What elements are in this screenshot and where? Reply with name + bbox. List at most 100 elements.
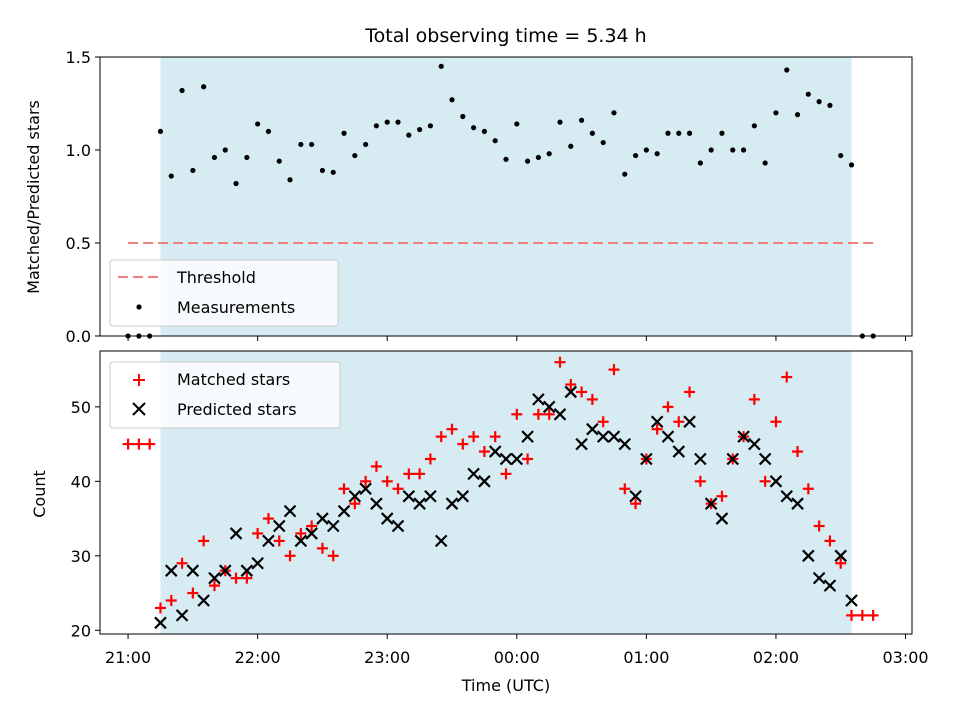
predicted-star-point — [316, 512, 329, 525]
predicted-star-point — [532, 393, 545, 406]
matched-star-point — [522, 453, 534, 465]
predicted-star-point — [704, 497, 718, 510]
matched-star-point — [802, 483, 814, 495]
bottom-legend-box — [109, 361, 341, 429]
measurement-point — [222, 147, 228, 153]
measurement-point — [298, 141, 304, 148]
predicted-star-point — [715, 512, 729, 525]
measurement-point — [330, 169, 336, 175]
bottom-x-tick-label: 03:00 — [882, 648, 928, 667]
measurement-point — [697, 160, 703, 166]
matched-star-point — [349, 498, 361, 510]
measurement-point — [578, 117, 585, 123]
measurement-point — [794, 112, 801, 118]
measurement-point — [535, 154, 541, 161]
predicted-star-point — [445, 497, 459, 510]
measurement-point — [255, 121, 261, 127]
predicted-star-point — [802, 549, 815, 563]
measurement-point — [632, 152, 639, 159]
bottom-panel: 20 30 40 50 21:00 22:00 23:00 00:00 01:00 02:00 0… — [30, 350, 929, 695]
bottom-legend: Matched stars Predicted stars — [109, 361, 341, 429]
matched-star-point — [846, 609, 858, 621]
measurement-point — [384, 119, 390, 125]
predicted-star-point — [380, 512, 394, 525]
predicted-star-point — [542, 400, 556, 414]
bottom-x-tick-label: 01:00 — [623, 648, 669, 667]
predicted-star-point — [305, 527, 318, 540]
matched-star-point — [316, 542, 328, 554]
matched-star-point — [511, 408, 523, 420]
matched-star-point — [554, 356, 566, 368]
measurement-point — [708, 147, 714, 153]
measurement-point — [751, 123, 757, 129]
matched-star-point — [187, 587, 199, 599]
measurement-point — [276, 158, 282, 164]
matched-star-point — [792, 446, 804, 458]
predicted-star-point — [337, 504, 351, 518]
measurement-point — [449, 97, 455, 103]
measurement-point — [179, 87, 185, 94]
top-y-tick-label: 0.0 — [66, 327, 91, 346]
matched-star-point — [133, 438, 145, 450]
predicted-star-point — [769, 475, 783, 488]
measurement-point — [568, 143, 574, 149]
measurement-point — [730, 147, 736, 153]
matched-star-point — [198, 535, 210, 547]
measurement-point — [654, 151, 660, 157]
predicted-star-point — [564, 385, 578, 399]
matched-star-point — [208, 580, 220, 592]
measurement-point — [395, 119, 401, 125]
top-axes-frame — [99, 56, 913, 337]
bottom-y-axis-label: Count — [30, 470, 49, 518]
measurement-point — [740, 147, 747, 153]
top-legend: Threshold Measurements — [109, 259, 339, 327]
matched-star-point — [565, 379, 577, 391]
measurement-point — [514, 121, 520, 127]
predicted-star-point — [791, 497, 804, 510]
measurement-point — [406, 132, 412, 138]
top-x-axis-ticks — [127, 336, 907, 341]
legend-predicted-label: Predicted stars — [177, 400, 297, 419]
predicted-star-point — [272, 519, 286, 533]
legend-threshold-label: Threshold — [176, 268, 256, 287]
matched-star-point — [262, 513, 274, 525]
matched-star-point — [424, 453, 436, 465]
matched-star-point — [468, 431, 480, 443]
measurement-point — [611, 110, 617, 116]
matched-stars-points — [122, 356, 879, 621]
matched-star-point — [446, 423, 458, 435]
measurement-point — [838, 152, 844, 159]
matched-star-point — [759, 475, 771, 487]
measurement-point — [643, 147, 649, 153]
predicted-star-point — [370, 497, 383, 510]
measurement-point — [546, 151, 552, 157]
measurement-point — [665, 130, 671, 136]
chart-title: Total observing time = 5.34 h — [364, 25, 646, 47]
matched-star-point — [273, 535, 285, 547]
matched-star-point — [813, 520, 825, 532]
matched-star-point — [651, 423, 663, 435]
measurement-point — [784, 67, 790, 73]
matched-star-point — [165, 594, 177, 606]
predicted-star-point — [834, 549, 848, 563]
matched-star-point — [608, 364, 620, 376]
matched-star-point — [414, 468, 426, 480]
matched-star-point — [824, 535, 836, 547]
matched-star-point — [435, 431, 447, 443]
matched-star-point — [716, 490, 728, 502]
predicted-star-point — [348, 489, 362, 503]
matched-star-point — [478, 446, 490, 458]
measurement-point — [352, 152, 358, 159]
predicted-star-point — [726, 452, 740, 466]
predicted-star-point — [553, 408, 567, 421]
legend-matched-swatch — [133, 374, 145, 386]
predicted-star-point — [661, 430, 675, 443]
measurement-point — [805, 91, 811, 97]
bottom-axes-frame — [99, 350, 913, 635]
bottom-y-axis-ticks: 20 30 40 50 — [71, 398, 100, 640]
top-y-axis-label: Matched/Predicted stars — [24, 100, 43, 294]
legend-matched-label: Matched stars — [177, 370, 290, 389]
legend-predicted-swatch — [132, 402, 146, 416]
matched-star-point — [403, 468, 415, 480]
matched-star-point — [500, 468, 512, 480]
